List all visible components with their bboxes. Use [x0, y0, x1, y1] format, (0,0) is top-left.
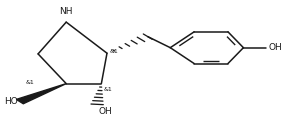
- Text: &1: &1: [110, 49, 119, 54]
- Text: HO: HO: [4, 97, 17, 106]
- Text: &1: &1: [104, 87, 112, 92]
- Text: OH: OH: [99, 107, 112, 116]
- Polygon shape: [16, 84, 66, 104]
- Text: &1: &1: [26, 80, 35, 85]
- Text: OH: OH: [268, 43, 282, 52]
- Text: NH: NH: [59, 7, 73, 16]
